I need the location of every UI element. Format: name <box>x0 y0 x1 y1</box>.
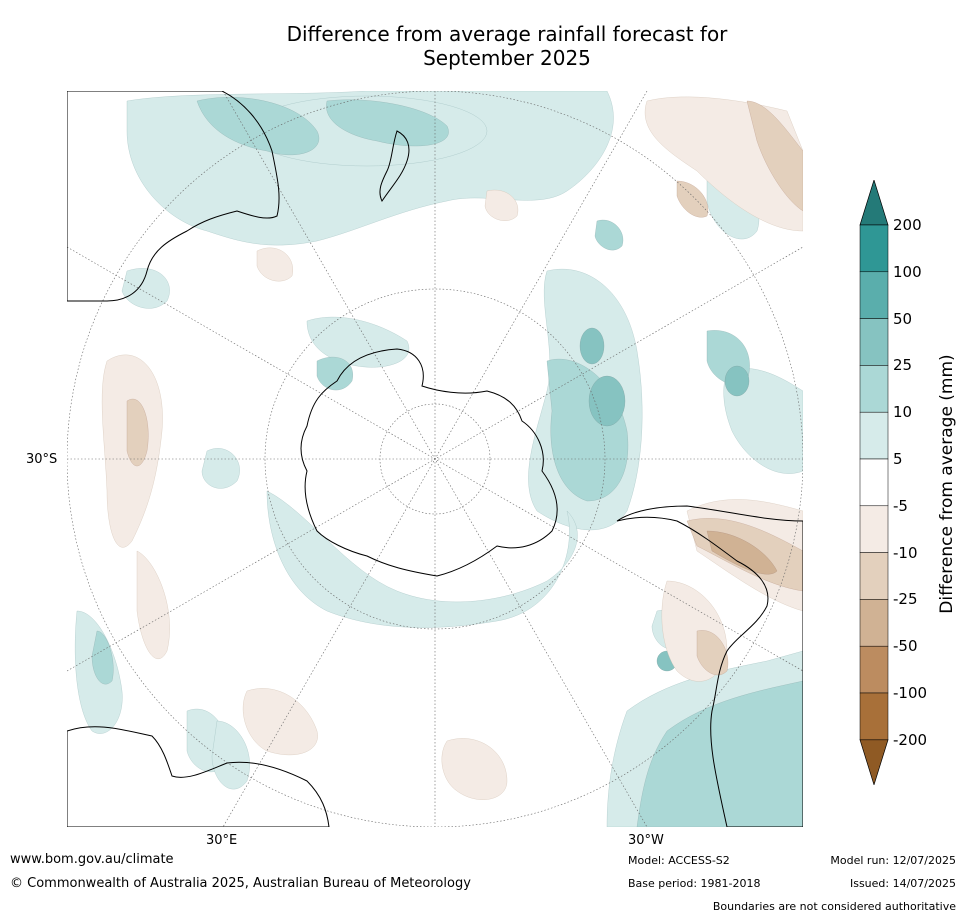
colorbar-segment <box>859 318 889 366</box>
colorbar-segment <box>859 505 889 553</box>
longitude-label-30w: 30°W <box>628 833 664 848</box>
latitude-label-30s: 30°S <box>26 452 58 467</box>
footer-copyright: © Commonwealth of Australia 2025, Austra… <box>10 876 471 891</box>
colorbar-arrow-bottom <box>859 739 889 785</box>
colorbar-segment <box>859 271 889 319</box>
colorbar-tick-label: 50 <box>893 309 913 328</box>
anomaly-wet-mid <box>91 97 803 827</box>
colorbar-arrow-top <box>859 180 889 226</box>
colorbar-segment <box>859 411 889 460</box>
colorbar-segment <box>859 552 889 600</box>
colorbar-tick-label: 10 <box>893 403 913 422</box>
colorbar-tick-label: -25 <box>893 590 918 609</box>
footer-model: Model: ACCESS-S2 <box>628 854 730 867</box>
colorbar-segment <box>859 599 889 647</box>
colorbar-tick-label: -5 <box>893 496 908 515</box>
colorbar-tick-label: 25 <box>893 356 913 375</box>
coastlines <box>67 91 803 827</box>
colorbar-tick-label: -200 <box>893 730 928 749</box>
new-zealand-coastline <box>379 130 410 202</box>
rainfall-map <box>67 91 803 827</box>
colorbar-segment <box>859 645 889 694</box>
anomaly-wet-strong <box>579 327 750 672</box>
colorbar-segment <box>859 692 889 741</box>
footer-issued: Issued: 14/07/2025 <box>849 877 956 890</box>
colorbar-segment <box>859 365 889 413</box>
colorbar-tick-label: -100 <box>893 684 928 702</box>
colorbar-tick-label: 5 <box>893 450 903 468</box>
colorbar-segment <box>859 458 889 507</box>
colorbar-segments <box>859 180 889 785</box>
colorbar-tick-label: -50 <box>893 637 918 656</box>
anomaly-dry-strong <box>706 530 778 575</box>
map-title: Difference from average rainfall forecas… <box>0 22 965 70</box>
colorbar <box>859 180 889 785</box>
colorbar-tick-label: -10 <box>893 543 918 562</box>
antarctica-coastline <box>300 348 558 577</box>
australia-coastline <box>67 91 280 302</box>
longitude-label-30e: 30°E <box>206 833 238 848</box>
footer-model-run: Model run: 12/07/2025 <box>830 854 956 867</box>
colorbar-title: Difference from average (mm) <box>937 354 957 614</box>
title-line-2: September 2025 <box>423 46 591 70</box>
colorbar-tick-label: 200 <box>893 216 922 234</box>
colorbar-tick-label: 100 <box>893 262 922 281</box>
footer-disclaimer: Boundaries are not considered authoritat… <box>712 900 956 913</box>
africa-coastline <box>67 726 330 827</box>
colorbar-segment <box>859 224 889 273</box>
graticule <box>67 91 803 827</box>
footer-url: www.bom.gov.au/climate <box>10 852 174 867</box>
title-line-1: Difference from average rainfall forecas… <box>286 22 728 46</box>
map-canvas <box>67 91 803 827</box>
footer-base-period: Base period: 1981-2018 <box>628 877 761 890</box>
south-america-coastline <box>616 505 803 827</box>
